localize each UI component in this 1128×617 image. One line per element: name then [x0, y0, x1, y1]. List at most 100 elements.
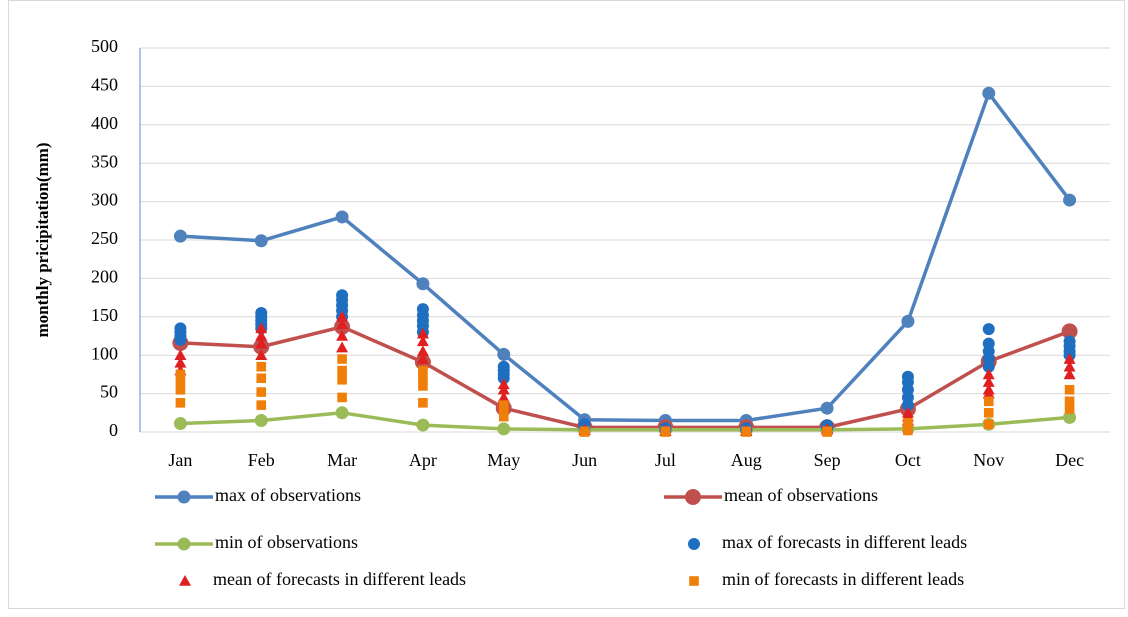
- forecast-point: [175, 377, 186, 387]
- forecast-point: [256, 361, 267, 372]
- forecast-point: [175, 369, 186, 380]
- forecast-point: [903, 417, 913, 428]
- y-axis-label: monthly pricipitation(mm): [33, 142, 52, 337]
- forecast-point: [901, 399, 914, 412]
- data-point: [173, 229, 187, 243]
- x-tick-label: Aug: [731, 450, 762, 470]
- y-tick-label: 50: [100, 382, 118, 402]
- legend-marker: [688, 538, 700, 550]
- forecast-point: [174, 333, 187, 346]
- data-point: [335, 210, 349, 224]
- forecast-point: [497, 391, 510, 403]
- forecast-point: [983, 419, 994, 430]
- forecast-point: [336, 318, 349, 330]
- forecast-point: [1063, 360, 1076, 372]
- forecast-point: [416, 345, 429, 357]
- forecast-point: [498, 400, 509, 410]
- forecast-point: [336, 310, 349, 322]
- forecast-point: [416, 353, 429, 364]
- forecast-point: [337, 365, 347, 376]
- y-tick-label: 200: [91, 267, 118, 287]
- forecast-point: [418, 365, 428, 376]
- data-point: [416, 277, 430, 291]
- forecast-point: [418, 373, 428, 384]
- data-point: [1063, 193, 1077, 207]
- data-point: [173, 417, 187, 431]
- forecast-point: [497, 383, 510, 395]
- data-point: [497, 422, 511, 436]
- y-tick-label: 250: [91, 228, 118, 248]
- forecast-point: [983, 396, 994, 407]
- legend-marker: [177, 490, 191, 504]
- forecast-point: [1064, 404, 1075, 414]
- forecast-point: [337, 392, 347, 403]
- forecast-point: [175, 384, 186, 395]
- forecast-point: [175, 398, 186, 408]
- forecast-point: [174, 349, 187, 360]
- x-tick-label: Dec: [1055, 450, 1084, 470]
- forecast-point: [497, 372, 510, 385]
- forecast-point: [983, 408, 994, 418]
- forecast-point: [418, 398, 428, 408]
- forecast-point: [1063, 368, 1076, 380]
- forecast-point: [822, 427, 832, 437]
- x-tick-label: Jan: [168, 450, 192, 470]
- legend-label: min of observations: [215, 532, 358, 552]
- x-tick-label: May: [487, 450, 520, 470]
- forecast-point: [256, 400, 267, 410]
- forecast-point: [337, 374, 347, 385]
- y-tick-label: 350: [91, 151, 118, 171]
- forecast-point: [1063, 353, 1076, 364]
- chart-frame: [8, 0, 1125, 609]
- y-tick-label: 0: [109, 420, 118, 440]
- forecast-point: [255, 349, 268, 360]
- forecast-point: [660, 427, 671, 437]
- forecast-point: [498, 411, 509, 422]
- forecast-point: [982, 368, 995, 380]
- forecast-point: [1064, 384, 1075, 395]
- series-line: [180, 325, 1071, 430]
- legend-marker: [177, 537, 191, 551]
- x-tick-label: Apr: [409, 450, 437, 470]
- forecast-point: [336, 330, 349, 341]
- data-point: [254, 234, 268, 248]
- x-tick-label: Nov: [973, 450, 1004, 470]
- forecast-point: [337, 354, 347, 364]
- data-point: [1063, 410, 1077, 424]
- legend-label: mean of forecasts in different leads: [213, 569, 466, 589]
- forecast-point: [416, 335, 429, 347]
- forecast-point: [174, 356, 187, 368]
- data-point: [982, 86, 996, 100]
- forecast-point: [1064, 396, 1075, 407]
- forecast-point: [579, 427, 590, 437]
- forecast-point: [418, 381, 428, 391]
- legend-marker: [689, 576, 699, 586]
- y-tick-label: 100: [91, 343, 118, 363]
- forecast-point: [498, 405, 509, 416]
- series-line: [180, 411, 1070, 432]
- forecast-point: [255, 330, 268, 341]
- forecast-point: [416, 327, 429, 339]
- forecast-point: [336, 341, 349, 353]
- x-tick-label: Feb: [248, 450, 275, 470]
- data-point: [254, 413, 268, 427]
- x-tick-label: Jul: [655, 450, 676, 470]
- series-line: [180, 91, 1071, 423]
- forecast-point: [903, 425, 913, 436]
- forecast-point: [982, 376, 995, 387]
- y-tick-label: 500: [91, 36, 118, 56]
- legend-label: min of forecasts in different leads: [722, 569, 964, 589]
- legend-marker: [179, 575, 191, 586]
- forecast-point: [982, 360, 995, 373]
- data-point: [901, 314, 915, 328]
- forecast-point: [741, 427, 752, 437]
- forecast-point: [256, 387, 267, 397]
- data-point: [820, 401, 834, 415]
- data-point: [416, 418, 430, 432]
- y-tick-label: 150: [91, 305, 118, 325]
- legend-marker: [685, 489, 701, 505]
- data-point: [497, 347, 511, 361]
- y-tick-label: 400: [91, 113, 118, 133]
- forecast-point: [982, 387, 995, 399]
